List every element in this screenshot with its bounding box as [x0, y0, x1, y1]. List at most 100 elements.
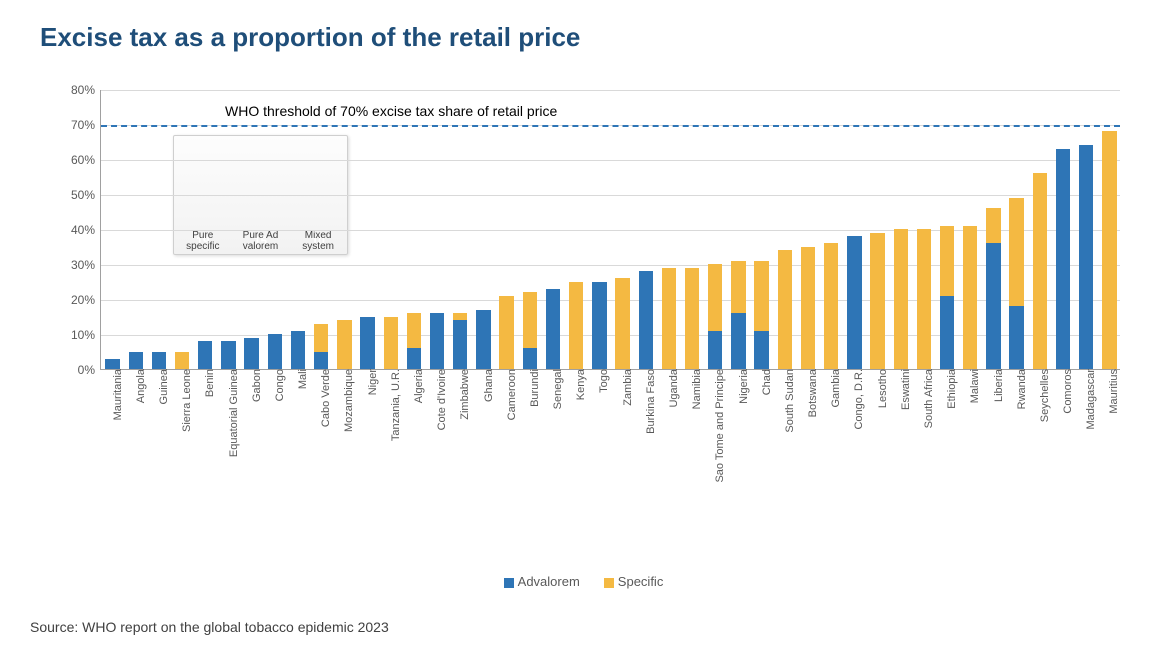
x-axis-label: Cabo Verde — [316, 369, 332, 427]
bar-group — [1056, 149, 1070, 370]
x-axis-label: Comoros — [1058, 369, 1074, 414]
x-axis-label: Lesotho — [873, 369, 889, 408]
x-axis-label: Rwanda — [1012, 369, 1028, 409]
y-tick-label: 60% — [71, 153, 101, 167]
x-axis-label: Burkina Faso — [641, 369, 657, 434]
bar-seg-advalorem — [639, 271, 653, 369]
x-axis-label: Congo — [270, 369, 286, 401]
plot-area: 191510 Pure specificPure Ad valoremMixed… — [100, 90, 1120, 370]
bar-seg-specific — [870, 233, 884, 370]
x-axis-label: Guinea — [154, 369, 170, 404]
x-axis-label: Mozambique — [339, 369, 355, 432]
bar-seg-specific — [175, 352, 189, 370]
bar-seg-specific — [963, 226, 977, 370]
bar-seg-specific — [615, 278, 629, 369]
bar-group — [499, 296, 513, 370]
bar-seg-advalorem — [407, 348, 421, 369]
bar-seg-advalorem — [453, 320, 467, 369]
bar-group — [476, 310, 490, 370]
source-text: Source: WHO report on the global tobacco… — [30, 619, 389, 635]
bar-seg-advalorem — [940, 296, 954, 370]
bar-group — [1009, 198, 1023, 370]
inset-bar-label: Pure specific — [177, 230, 229, 252]
bar-seg-advalorem — [152, 352, 166, 370]
x-axis-label: Botswana — [803, 369, 819, 417]
bar-seg-specific — [523, 292, 537, 348]
x-axis-label: Zambia — [618, 369, 634, 406]
x-axis-label: Nigeria — [734, 369, 750, 404]
legend-label: Specific — [618, 574, 664, 589]
x-axis-label: Uganda — [664, 369, 680, 408]
bar-group — [244, 338, 258, 370]
x-axis-label: Cameroon — [502, 369, 518, 420]
grid-line — [101, 160, 1120, 161]
x-axis-label: Namibia — [687, 369, 703, 409]
x-axis-label: Zimbabwe — [455, 369, 471, 420]
x-axis-label: Liberia — [989, 369, 1005, 402]
bar-group — [778, 250, 792, 369]
bar-seg-specific — [1009, 198, 1023, 307]
grid-line — [101, 195, 1120, 196]
bar-group — [662, 268, 676, 370]
bar-group — [824, 243, 838, 369]
bar-seg-advalorem — [1056, 149, 1070, 370]
bar-group — [639, 271, 653, 369]
bar-group — [360, 317, 374, 370]
bar-seg-specific — [801, 247, 815, 370]
bar-seg-advalorem — [476, 310, 490, 370]
bar-seg-specific — [731, 261, 745, 314]
bar-seg-specific — [569, 282, 583, 370]
bar-seg-specific — [685, 268, 699, 370]
bar-group — [847, 236, 861, 369]
y-tick-label: 0% — [78, 363, 101, 377]
bar-seg-advalorem — [847, 236, 861, 369]
legend-item: Specific — [604, 574, 664, 589]
y-tick-label: 20% — [71, 293, 101, 307]
bar-group — [963, 226, 977, 370]
bar-group — [986, 208, 1000, 369]
x-axis-label: Madagascar — [1081, 369, 1097, 430]
bar-seg-specific — [1102, 131, 1116, 369]
y-tick-label: 50% — [71, 188, 101, 202]
bar-group — [221, 341, 235, 369]
bar-seg-advalorem — [731, 313, 745, 369]
inset-bar-label: Mixed system — [292, 230, 344, 252]
bar-group — [870, 233, 884, 370]
x-axis-label: South Sudan — [780, 369, 796, 433]
legend: AdvaloremSpecific — [0, 574, 1167, 589]
x-axis-label: Kenya — [571, 369, 587, 400]
bar-seg-specific — [824, 243, 838, 369]
x-axis-label: Seychelles — [1035, 369, 1051, 422]
bar-group — [523, 292, 537, 369]
x-axis-label: Benin — [200, 369, 216, 397]
x-axis-label: Senegal — [548, 369, 564, 409]
bar-group — [291, 331, 305, 370]
bar-seg-specific — [778, 250, 792, 369]
inset-bar-label: Pure Ad valorem — [235, 230, 287, 252]
x-axis-label: Cote d'Ivoire — [432, 369, 448, 430]
bar-seg-specific — [986, 208, 1000, 243]
grid-line — [101, 90, 1120, 91]
bar-group — [152, 352, 166, 370]
bar-group — [754, 261, 768, 370]
bar-group — [129, 352, 143, 370]
x-axis-label: Equatorial Guinea — [224, 369, 240, 457]
bar-group — [685, 268, 699, 370]
bar-group — [917, 229, 931, 369]
bar-seg-advalorem — [430, 313, 444, 369]
threshold-label: WHO threshold of 70% excise tax share of… — [221, 103, 561, 119]
y-tick-label: 30% — [71, 258, 101, 272]
bar-group — [453, 313, 467, 369]
bar-seg-advalorem — [291, 331, 305, 370]
bar-seg-specific — [337, 320, 351, 369]
chart-area: 191510 Pure specificPure Ad valoremMixed… — [60, 90, 1130, 530]
bar-seg-specific — [407, 313, 421, 348]
bar-seg-advalorem — [523, 348, 537, 369]
y-tick-label: 80% — [71, 83, 101, 97]
bar-seg-specific — [384, 317, 398, 370]
bar-seg-specific — [499, 296, 513, 370]
x-axis-label: South Africa — [919, 369, 935, 428]
bar-seg-advalorem — [244, 338, 258, 370]
bar-seg-advalorem — [198, 341, 212, 369]
bar-group — [708, 264, 722, 369]
